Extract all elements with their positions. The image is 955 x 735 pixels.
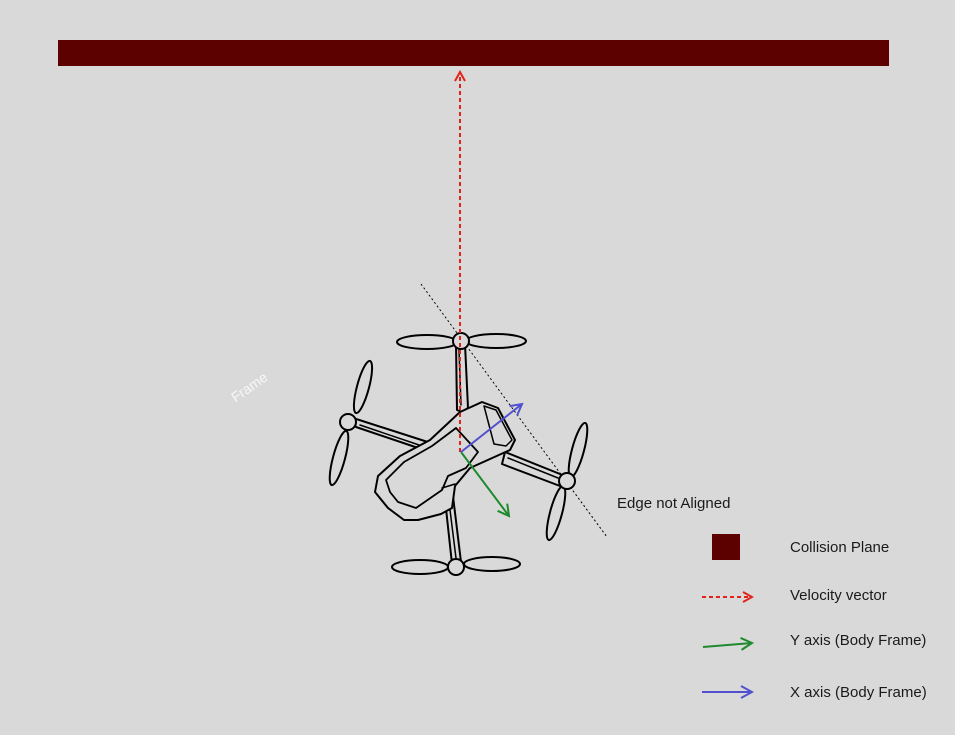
x-axis-arrow [460, 404, 522, 453]
y-axis-arrow [460, 451, 509, 516]
legend-label-collision-plane: Collision Plane [790, 539, 890, 556]
legend-symbol-y-axis [702, 643, 752, 647]
edge-line [420, 283, 608, 538]
legend-swatch-collision-plane [712, 534, 740, 560]
quadcopter-drone-icon [328, 332, 589, 576]
legend-label-velocity-vector: Velocity vector [790, 587, 887, 604]
edge-not-aligned-label: Edge not Aligned [617, 495, 731, 512]
collision-plane-bar [58, 40, 889, 66]
legend-label-y-axis: Y axis (Body Frame) [790, 632, 927, 649]
legend-label-x-axis: X axis (Body Frame) [790, 684, 927, 701]
